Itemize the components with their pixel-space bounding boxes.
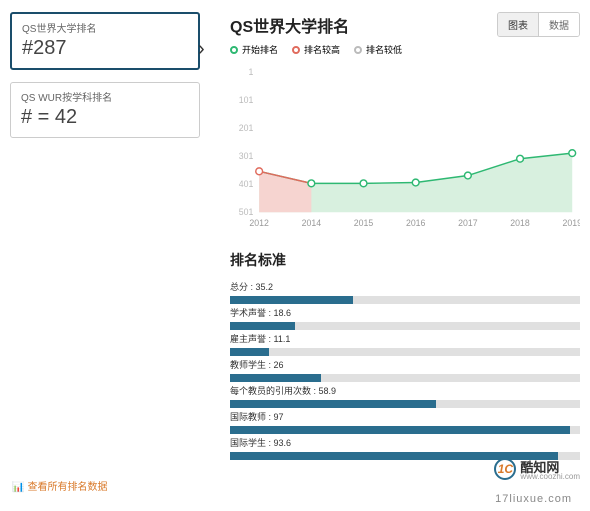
criteria-bar-fill	[230, 322, 295, 330]
criteria-row: 雇主声誉 : 11.1	[230, 332, 580, 356]
rank-card-label: QS世界大学排名	[22, 20, 188, 35]
legend-item-lower: 排名较低	[354, 43, 402, 56]
svg-text:2015: 2015	[354, 218, 374, 228]
criteria-bar-fill	[230, 426, 570, 434]
criteria-bar-fill	[230, 374, 321, 382]
page-title: QS世界大学排名	[230, 13, 349, 37]
main-content: QS世界大学排名 图表 数据 开始排名 排名较高 排名较低 1 101 201 301…	[200, 12, 580, 462]
legend-dot-icon	[354, 46, 362, 54]
criteria-bar	[230, 400, 580, 408]
chart-legend: 开始排名 排名较高 排名较低	[230, 43, 580, 56]
svg-text:2016: 2016	[406, 218, 426, 228]
svg-text:1: 1	[248, 67, 253, 77]
svg-text:2018: 2018	[510, 218, 530, 228]
criteria-bar	[230, 348, 580, 356]
bar-chart-icon: 📊	[12, 482, 24, 493]
legend-item-start: 开始排名	[230, 43, 278, 56]
criteria-label: 教师学生 : 26	[230, 358, 580, 371]
svg-text:501: 501	[239, 207, 254, 217]
criteria-label: 国际教师 : 97	[230, 410, 580, 423]
logo-icon: 1C	[494, 458, 516, 480]
svg-text:2012: 2012	[249, 218, 269, 228]
left-sidebar: QS世界大学排名 #287 QS WUR按学科排名 # = 42	[10, 12, 200, 462]
legend-item-higher: 排名较高	[292, 43, 340, 56]
criteria-label: 总分 : 35.2	[230, 280, 580, 293]
svg-text:201: 201	[239, 123, 254, 133]
criteria-row: 国际教师 : 97	[230, 410, 580, 434]
criteria-row: 每个教员的引用次数 : 58.9	[230, 384, 580, 408]
legend-dot-icon	[230, 46, 238, 54]
ranking-chart: 1 101 201 301 401 5012012 2014 2015 2016 2017 2018…	[230, 64, 580, 234]
rank-card-label: QS WUR按学科排名	[21, 89, 189, 104]
legend-label: 开始排名	[242, 43, 278, 56]
legend-dot-icon	[292, 46, 300, 54]
svg-text:2019: 2019	[562, 218, 580, 228]
svg-text:401: 401	[239, 179, 254, 189]
criteria-row: 总分 : 35.2	[230, 280, 580, 304]
svg-text:301: 301	[239, 151, 254, 161]
rank-card-value: # = 42	[21, 106, 189, 129]
watermark-coozhi: 1C 酷知网 www.coozhi.com	[494, 457, 580, 481]
rank-card-qs-subject[interactable]: QS WUR按学科排名 # = 42	[10, 82, 200, 138]
view-all-link[interactable]: 📊查看所有排名数据	[12, 478, 107, 493]
chevron-right-icon: ›	[198, 38, 205, 61]
svg-text:2014: 2014	[302, 218, 322, 228]
criteria-bar	[230, 426, 580, 434]
criteria-bar	[230, 374, 580, 382]
criteria-label: 国际学生 : 93.6	[230, 436, 580, 449]
svg-text:2017: 2017	[458, 218, 478, 228]
criteria-label: 每个教员的引用次数 : 58.9	[230, 384, 580, 397]
watermark-17liuxue: 17liuxue.com	[495, 493, 572, 505]
rank-card-qs-world[interactable]: QS世界大学排名 #287	[10, 12, 200, 70]
criteria-list: 总分 : 35.2 学术声誉 : 18.6 雇主声誉 : 11.1 教师学生 : 26…	[230, 280, 580, 460]
view-all-label: 查看所有排名数据	[27, 482, 107, 493]
toggle-chart-button[interactable]: 图表	[498, 13, 538, 36]
watermark-url: www.coozhi.com	[520, 472, 580, 481]
svg-text:101: 101	[239, 95, 254, 105]
view-toggle: 图表 数据	[497, 12, 580, 37]
criteria-bar	[230, 322, 580, 330]
criteria-label: 雇主声誉 : 11.1	[230, 332, 580, 345]
criteria-label: 学术声誉 : 18.6	[230, 306, 580, 319]
criteria-bar	[230, 296, 580, 304]
legend-label: 排名较低	[366, 43, 402, 56]
criteria-title: 排名标准	[230, 250, 580, 270]
legend-label: 排名较高	[304, 43, 340, 56]
rank-card-value: #287	[22, 37, 188, 60]
criteria-row: 教师学生 : 26	[230, 358, 580, 382]
criteria-bar-fill	[230, 400, 436, 408]
toggle-data-button[interactable]: 数据	[538, 13, 579, 36]
criteria-bar-fill	[230, 296, 353, 304]
criteria-bar-fill	[230, 348, 269, 356]
criteria-row: 学术声誉 : 18.6	[230, 306, 580, 330]
